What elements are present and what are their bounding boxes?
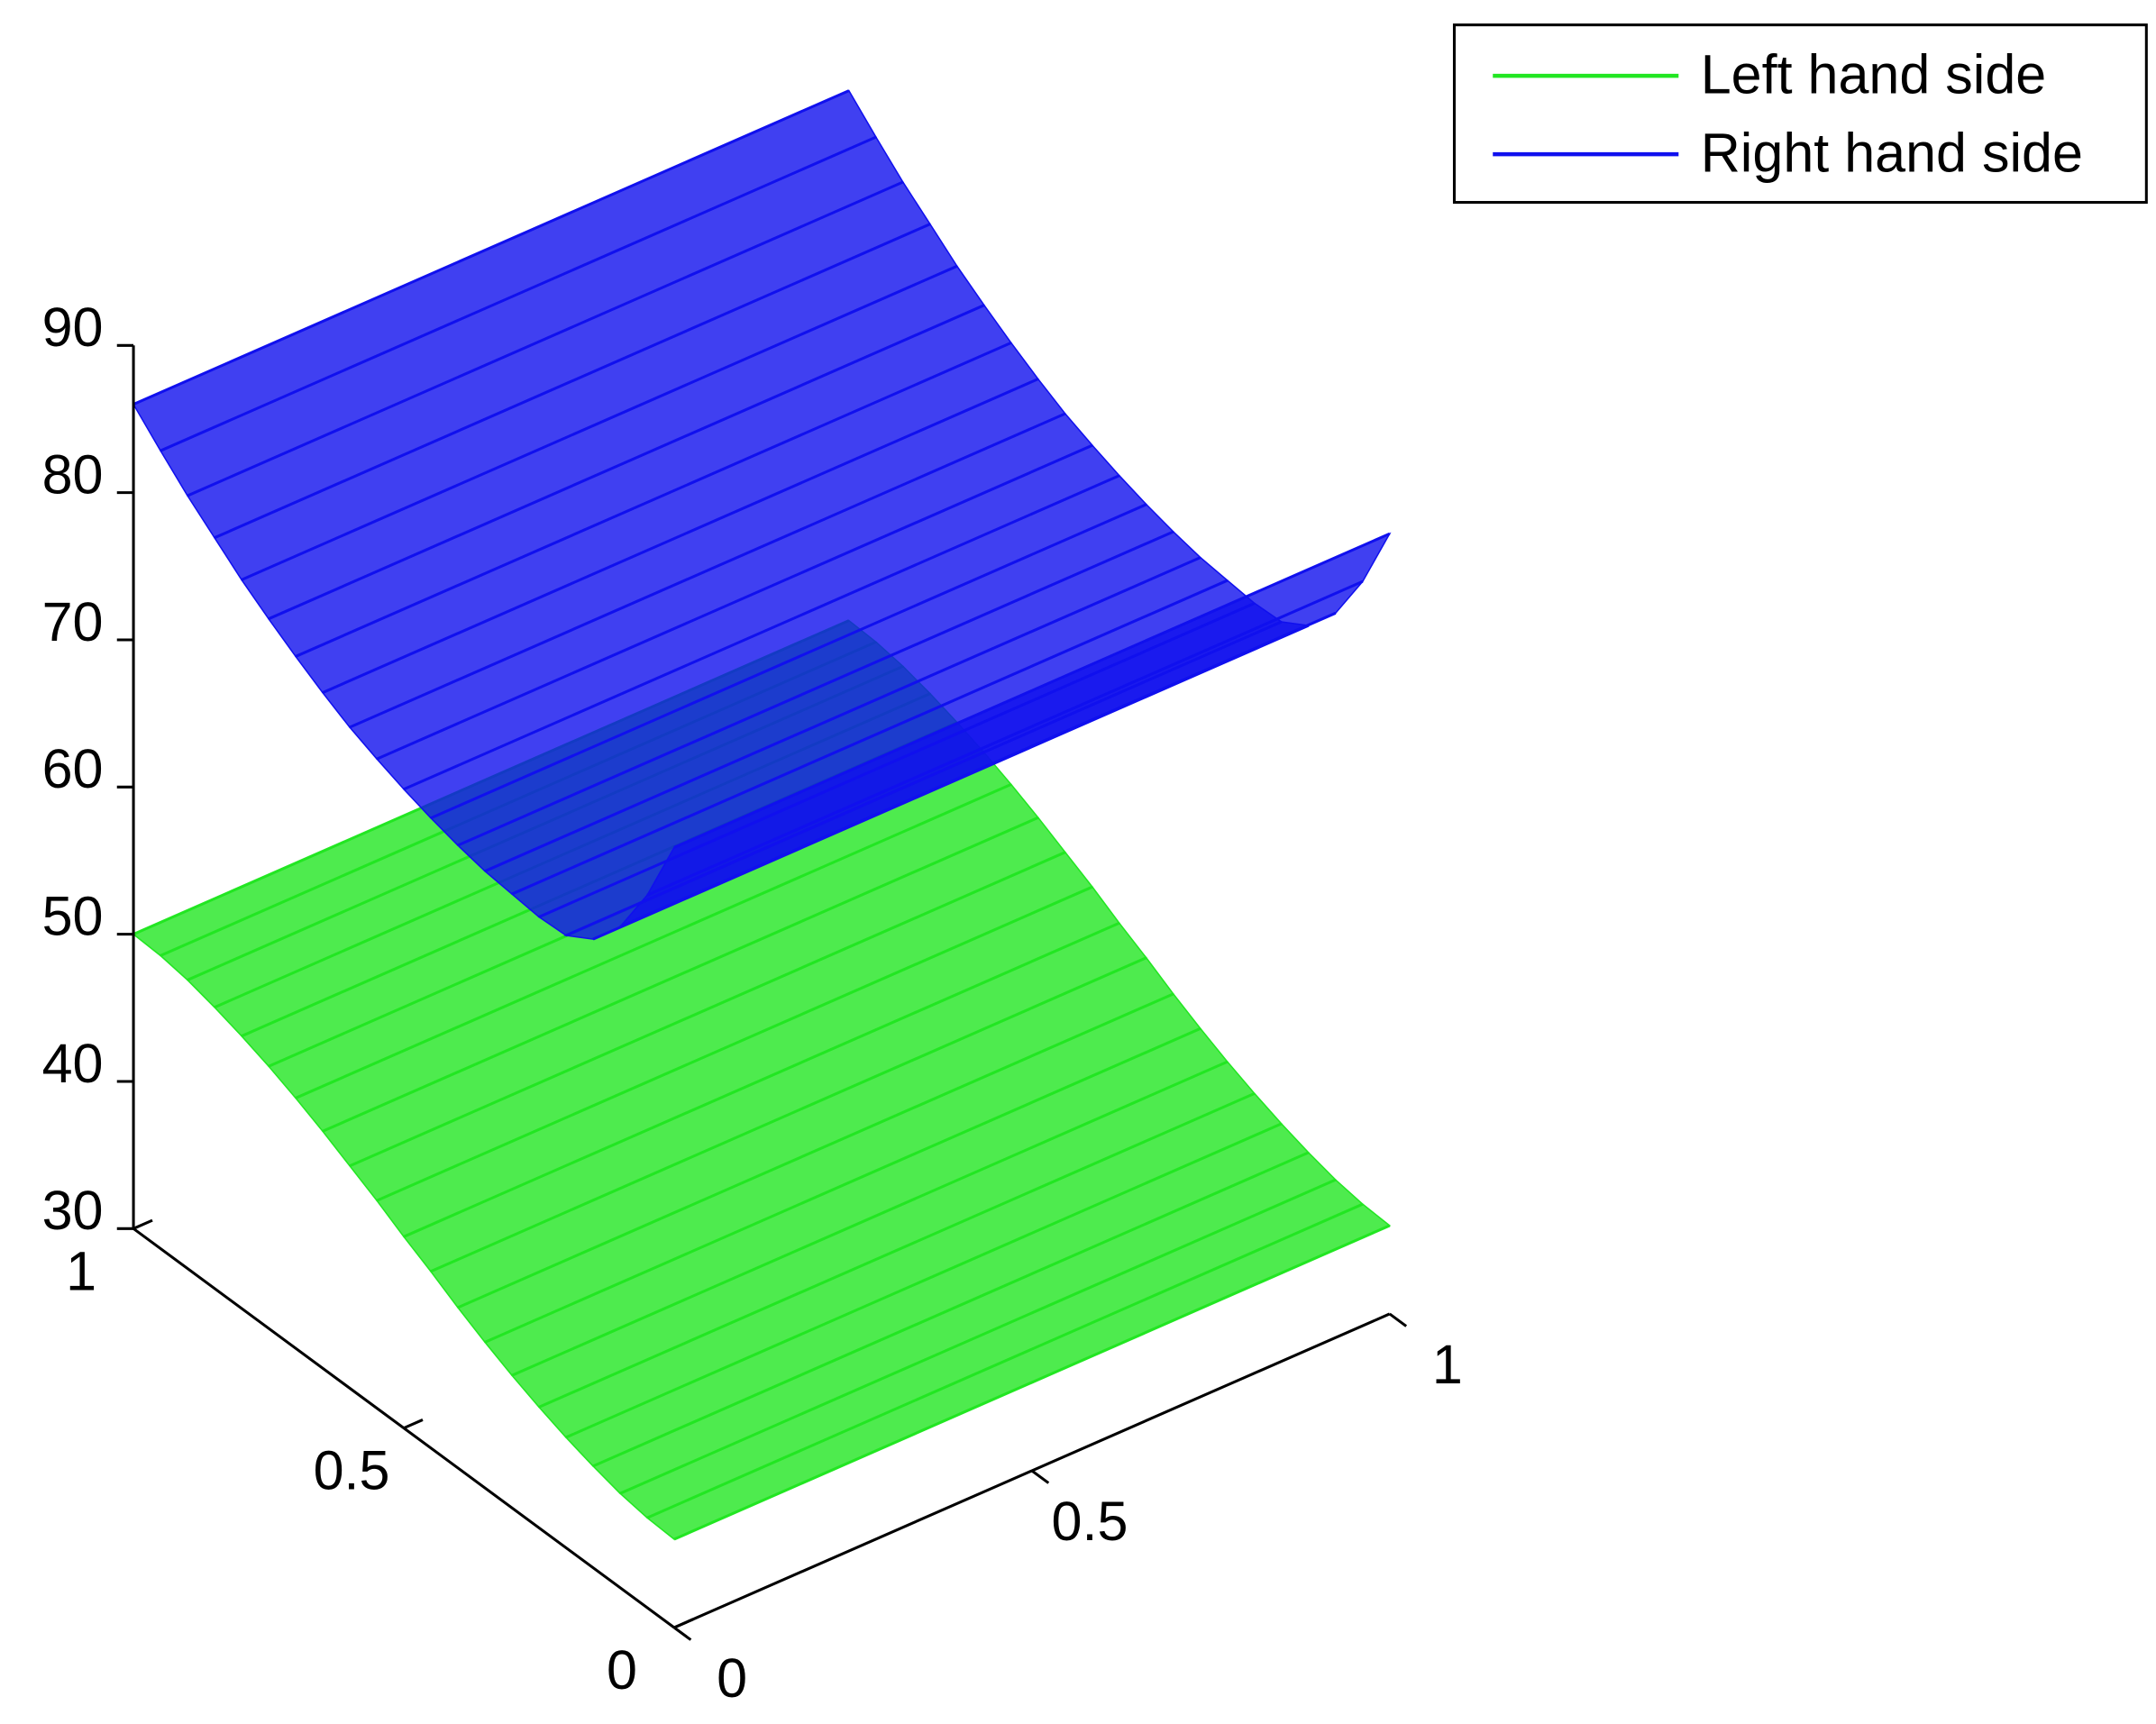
surfaces — [132, 89, 1392, 1541]
surface — [132, 89, 1392, 941]
mesh-line — [241, 264, 958, 581]
legend-label: Right hand side — [1701, 122, 2083, 183]
z-tick-label: 70 — [42, 591, 104, 652]
z-tick-label: 90 — [42, 296, 104, 358]
mesh-line — [268, 304, 985, 621]
z-tick-label: 60 — [42, 738, 104, 799]
surface — [132, 619, 1392, 1541]
mesh-line — [403, 474, 1120, 791]
mesh-line — [322, 378, 1039, 694]
mesh-line — [457, 530, 1174, 847]
mesh-line — [349, 412, 1066, 729]
mesh-line — [538, 1091, 1256, 1409]
mesh-line — [592, 1151, 1310, 1468]
mesh-line — [322, 816, 1039, 1133]
z-tick-label: 30 — [42, 1180, 104, 1241]
axes: 30 40 50 60 70 80 90 0 0.5 1 0 0.5 1 — [42, 296, 1463, 1709]
mesh-line — [430, 503, 1147, 820]
x-tick-label: 0.5 — [1052, 1491, 1128, 1552]
z-tick-label: 50 — [42, 886, 104, 947]
mesh-line — [565, 620, 1283, 937]
x-tick-label: 1 — [1432, 1334, 1463, 1395]
mesh-line — [457, 992, 1174, 1309]
z-tick-label: 80 — [42, 443, 104, 505]
mesh-line — [403, 921, 1120, 1238]
x-tick-label: 0 — [717, 1647, 747, 1709]
y-tick — [673, 1618, 694, 1629]
mesh-line — [673, 532, 1391, 849]
y-tick — [132, 1218, 153, 1230]
mesh-line — [673, 1224, 1391, 1541]
mesh-line — [646, 579, 1364, 897]
mesh-line — [214, 223, 931, 540]
x-tick — [673, 1626, 692, 1641]
mesh-line — [295, 783, 1012, 1099]
mesh-line — [376, 885, 1093, 1202]
mesh-line — [619, 611, 1337, 928]
legend-label: Left hand side — [1701, 43, 2047, 105]
mesh-line — [430, 956, 1147, 1273]
mesh-line — [484, 556, 1201, 873]
mesh-line — [295, 342, 1012, 658]
mesh-line — [376, 443, 1093, 761]
legend-box — [1452, 23, 2148, 205]
mesh-line — [538, 602, 1256, 918]
y-tick-label: 0.5 — [314, 1440, 390, 1501]
y-tick — [403, 1418, 424, 1430]
mesh-line — [349, 851, 1066, 1168]
mesh-line — [565, 1122, 1283, 1439]
mesh-line — [619, 1178, 1337, 1495]
legend: Left hand side Right hand side — [1452, 23, 2148, 205]
mesh-line — [160, 135, 877, 452]
y-tick-label: 1 — [66, 1240, 96, 1301]
mesh-line — [484, 1026, 1201, 1344]
x-tick — [1030, 1469, 1050, 1484]
x-tick — [1388, 1312, 1408, 1327]
y-tick-label: 0 — [607, 1639, 637, 1701]
mesh-line — [132, 89, 850, 406]
z-tick-label: 40 — [42, 1033, 104, 1094]
mesh-line — [646, 1202, 1364, 1519]
mesh-line — [187, 180, 904, 497]
mesh-line — [511, 1060, 1229, 1377]
mesh-line — [511, 579, 1229, 896]
